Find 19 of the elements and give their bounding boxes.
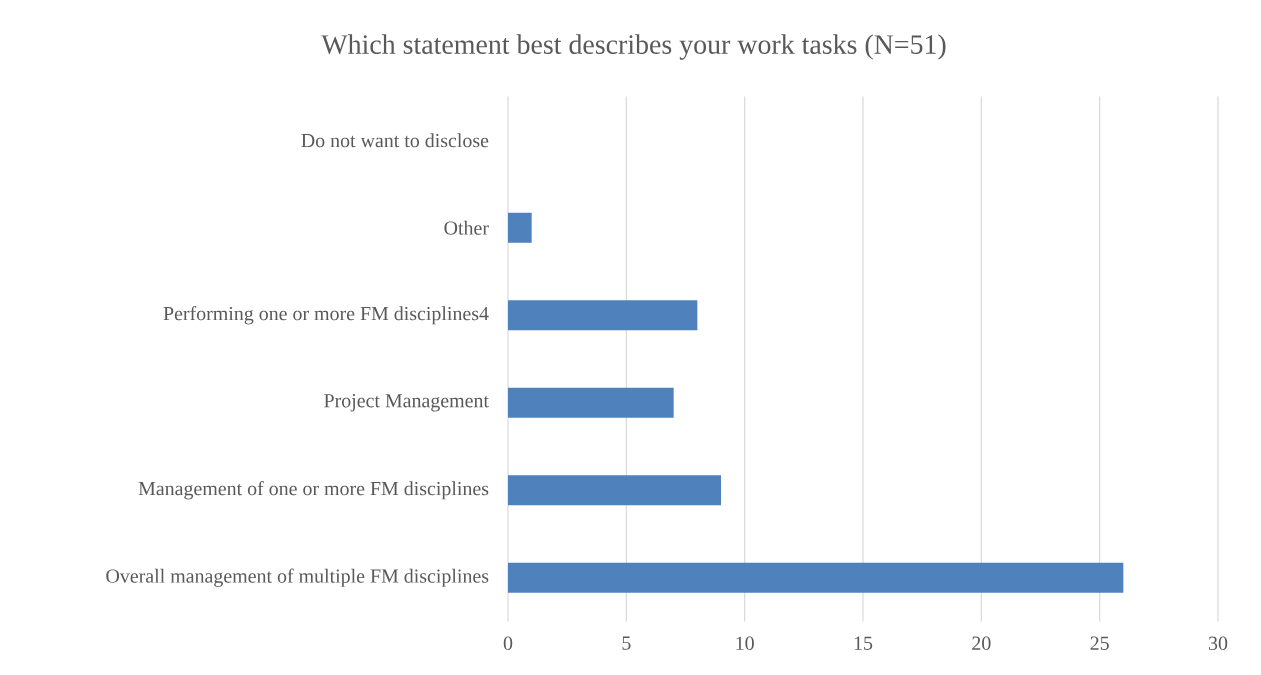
y-tick-label: Performing one or more FM disciplines4 bbox=[163, 306, 489, 325]
bar bbox=[508, 562, 1124, 593]
chart-title: Which statement best describes your work tasks (N=51) bbox=[321, 34, 946, 60]
x-tick-label: 5 bbox=[622, 636, 631, 650]
x-tick-label: 0 bbox=[503, 636, 513, 650]
x-tick-label: 30 bbox=[1209, 636, 1228, 650]
x-tick-label: 10 bbox=[736, 636, 754, 650]
y-tick-label: Do not want to disclose bbox=[301, 133, 489, 148]
bar bbox=[508, 475, 721, 506]
y-tick-label: Management of one or more FM disciplines bbox=[138, 481, 489, 500]
x-tick-label: 15 bbox=[854, 636, 873, 650]
y-tick-label: Other bbox=[444, 220, 489, 235]
x-tick-label: 20 bbox=[972, 636, 991, 650]
bar bbox=[508, 387, 674, 418]
y-tick-label: Project Management bbox=[324, 394, 489, 412]
x-tick-label: 25 bbox=[1090, 636, 1109, 650]
bar bbox=[508, 212, 532, 243]
y-tick-label: Overall management of multiple FM disciplines bbox=[106, 568, 489, 587]
bar bbox=[508, 300, 698, 331]
